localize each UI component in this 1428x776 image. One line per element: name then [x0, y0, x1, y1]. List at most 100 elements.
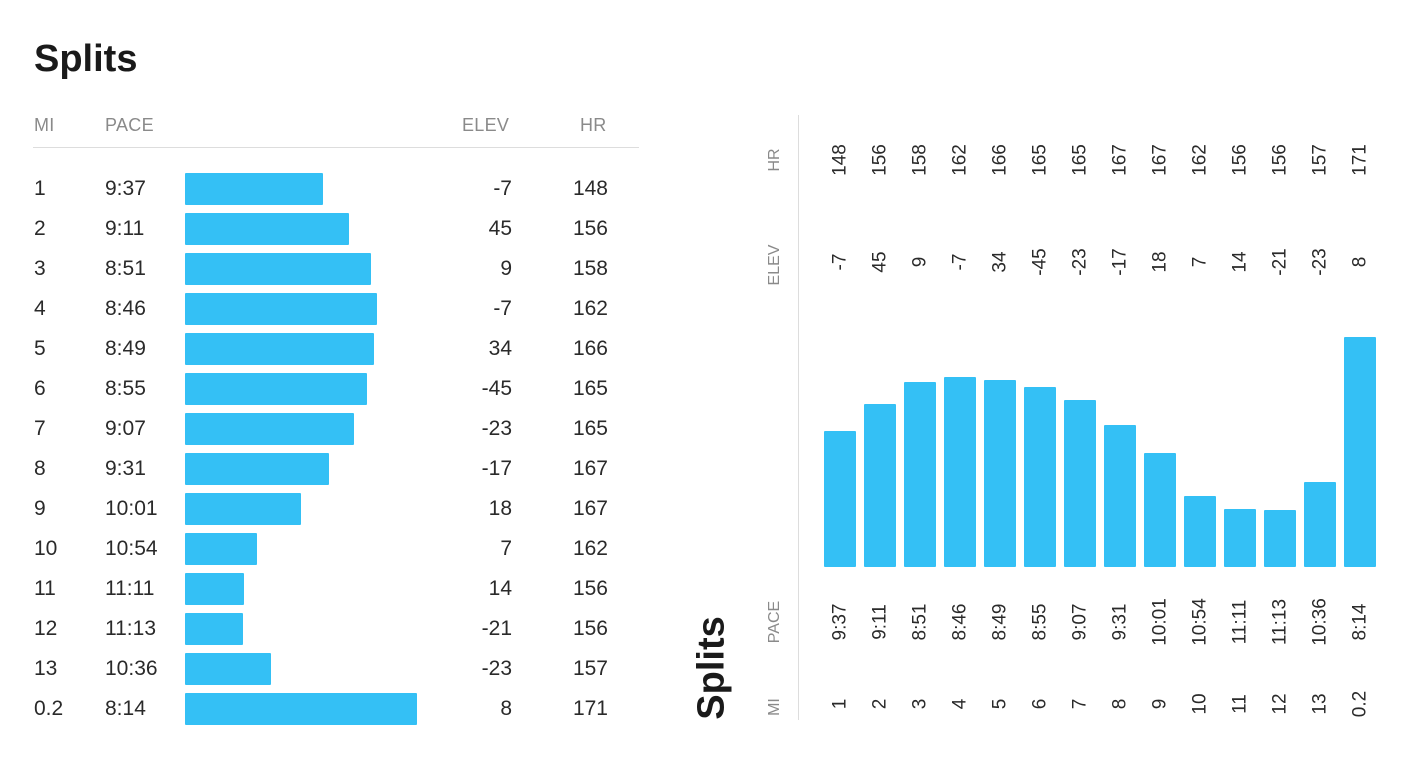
column-header-hr: HR — [580, 115, 607, 135]
pace-label: 8:49 — [989, 603, 1011, 641]
pace-bar — [185, 533, 257, 565]
pace-bar — [185, 293, 378, 325]
elev-label: -23 — [1069, 248, 1091, 276]
elev-label: -7 — [949, 253, 971, 271]
elev-cell: -45 — [481, 377, 512, 400]
pace-label: 10:01 — [1149, 598, 1171, 646]
hr-cell: 156 — [572, 617, 608, 640]
elev-label: 8 — [1349, 256, 1371, 268]
mile-cell: 13 — [34, 657, 58, 680]
pace-bar — [185, 693, 417, 725]
mile-cell: 2 — [34, 217, 46, 240]
pace-bar — [185, 333, 374, 365]
column-header-mi: MI — [766, 698, 783, 716]
hr-label: 158 — [909, 144, 931, 176]
column-header-pace: PACE — [105, 115, 154, 135]
hr-cell: 171 — [572, 697, 608, 720]
pace-cell: 9:07 — [105, 417, 146, 440]
mile-cell: 1 — [34, 177, 46, 200]
elev-label: 7 — [1189, 256, 1211, 268]
pace-cell: 11:13 — [105, 617, 156, 640]
pace-bar — [185, 373, 367, 405]
elev-cell: -23 — [481, 657, 512, 680]
pace-bar — [864, 404, 896, 567]
pace-label: 8:55 — [1029, 603, 1051, 641]
elev-cell: -23 — [481, 417, 512, 440]
mile-cell: 3 — [34, 257, 46, 280]
chart-divider — [798, 115, 799, 720]
mile-label: 0.2 — [1349, 690, 1371, 718]
pace-bar — [185, 413, 354, 445]
column-header-pace: PACE — [766, 600, 783, 644]
pace-bar — [1104, 424, 1136, 567]
mile-label: 1 — [829, 698, 851, 710]
elev-cell: 34 — [488, 337, 512, 360]
elev-label: -17 — [1109, 248, 1131, 276]
pace-label: 9:31 — [1109, 603, 1131, 641]
column-header-mi: MI — [34, 115, 55, 135]
hr-label: 167 — [1109, 144, 1131, 176]
hr-cell: 167 — [572, 497, 608, 520]
hr-label: 165 — [1029, 144, 1051, 176]
pace-cell: 9:37 — [105, 177, 146, 200]
page-title: Splits — [34, 38, 138, 80]
hr-cell: 158 — [572, 257, 608, 280]
mile-label: 13 — [1309, 693, 1331, 715]
pace-cell: 9:31 — [105, 457, 146, 480]
pace-bar — [185, 573, 245, 605]
mile-cell: 10 — [34, 537, 58, 560]
mile-cell: 11 — [34, 577, 56, 600]
pace-bar — [984, 380, 1016, 567]
mile-cell: 12 — [34, 617, 58, 640]
hr-cell: 156 — [572, 577, 608, 600]
hr-cell: 166 — [572, 337, 608, 360]
elev-cell: -7 — [493, 297, 512, 320]
hr-cell: 162 — [572, 297, 608, 320]
mile-cell: 9 — [34, 497, 46, 520]
pace-bar — [185, 253, 372, 285]
pace-label: 11:11 — [1229, 599, 1251, 645]
hr-label: 162 — [1189, 144, 1211, 176]
pace-label: 9:37 — [829, 603, 851, 641]
pace-cell: 8:14 — [105, 697, 146, 720]
pace-cell: 10:01 — [105, 497, 158, 520]
pace-label: 10:54 — [1189, 598, 1211, 646]
mile-label: 5 — [989, 698, 1011, 710]
hr-label: 166 — [989, 144, 1011, 176]
hr-label: 162 — [949, 144, 971, 176]
column-header-hr: HR — [766, 148, 783, 172]
hr-cell: 156 — [572, 217, 608, 240]
hr-label: 157 — [1309, 144, 1331, 176]
elev-label: -21 — [1269, 248, 1291, 276]
mile-label: 4 — [949, 698, 971, 710]
pace-bar — [185, 213, 350, 245]
pace-cell: 11:11 — [105, 577, 155, 600]
pace-bar — [904, 382, 936, 567]
pace-label: 11:13 — [1269, 598, 1291, 646]
mile-cell: 4 — [34, 297, 46, 320]
chart-title: Splits — [690, 616, 733, 720]
mile-cell: 5 — [34, 337, 46, 360]
column-header-elev: ELEV — [766, 244, 783, 286]
hr-cell: 167 — [572, 457, 608, 480]
hr-cell: 148 — [572, 177, 608, 200]
elev-label: -23 — [1309, 248, 1331, 276]
elev-cell: 14 — [488, 577, 512, 600]
pace-label: 8:51 — [909, 603, 931, 641]
mile-label: 11 — [1229, 694, 1251, 714]
pace-bar — [185, 493, 301, 525]
pace-bar — [824, 430, 856, 567]
pace-label: 9:07 — [1069, 603, 1091, 641]
pace-bar — [1304, 482, 1336, 567]
hr-cell: 162 — [572, 537, 608, 560]
elev-label: 9 — [909, 256, 931, 268]
hr-cell: 165 — [572, 377, 608, 400]
elev-cell: 9 — [500, 257, 512, 280]
pace-bar — [185, 453, 329, 485]
elev-cell: -7 — [493, 177, 512, 200]
mile-label: 7 — [1069, 698, 1091, 710]
elev-cell: 8 — [500, 697, 512, 720]
hr-label: 167 — [1149, 144, 1171, 176]
mile-label: 12 — [1269, 693, 1291, 715]
mile-label: 2 — [869, 698, 891, 710]
